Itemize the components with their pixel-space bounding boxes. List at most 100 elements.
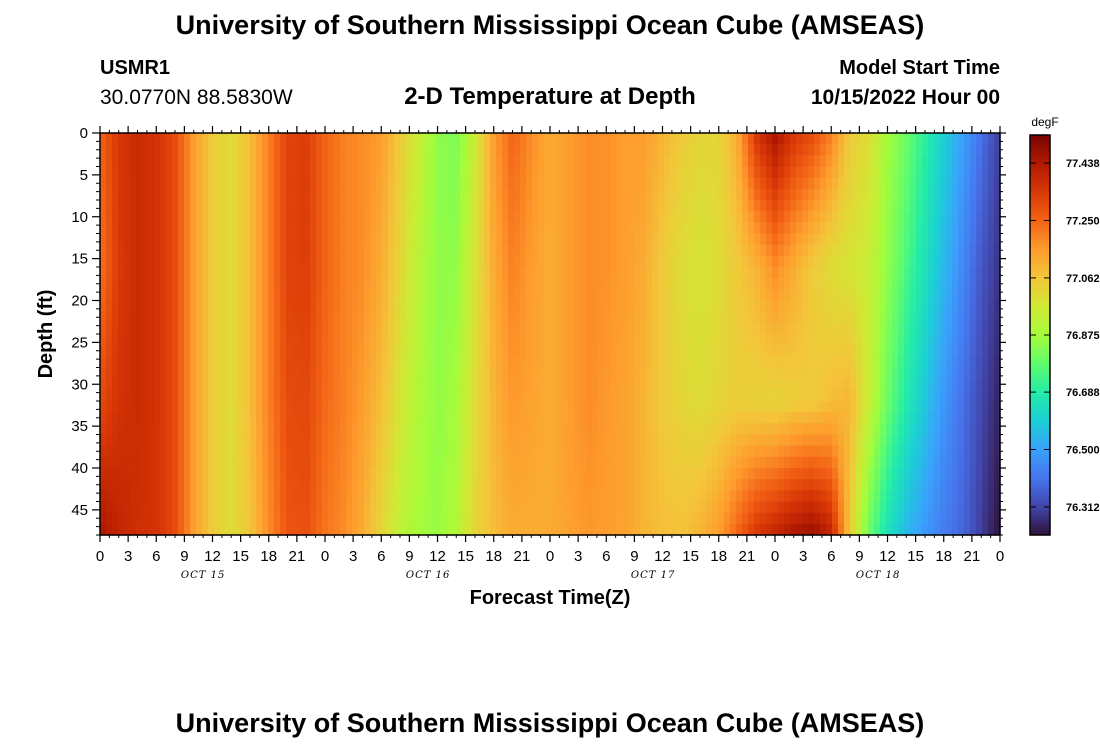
heatmap-cell bbox=[598, 445, 605, 458]
heatmap-cell bbox=[514, 267, 521, 279]
heatmap-cell bbox=[988, 434, 995, 447]
heatmap-cell bbox=[808, 423, 815, 436]
heatmap-cell bbox=[754, 300, 761, 313]
heatmap-cell bbox=[784, 334, 791, 346]
heatmap-cell bbox=[760, 479, 767, 491]
heatmap-cell bbox=[394, 468, 401, 480]
heatmap-cell bbox=[118, 166, 125, 179]
heatmap-cell bbox=[412, 468, 419, 480]
heatmap-cell bbox=[736, 356, 743, 369]
heatmap-cell bbox=[562, 345, 569, 357]
heatmap-cell bbox=[778, 456, 785, 469]
heatmap-cell bbox=[658, 244, 665, 257]
heatmap-cell bbox=[310, 456, 317, 469]
heatmap-cell bbox=[976, 155, 983, 168]
heatmap-cell bbox=[340, 356, 347, 369]
heatmap-cell bbox=[970, 479, 977, 491]
heatmap-cell bbox=[400, 378, 407, 391]
heatmap-cell bbox=[106, 133, 113, 145]
heatmap-cell bbox=[790, 479, 797, 491]
heatmap-cell bbox=[310, 311, 317, 324]
chart-subtitle: 2-D Temperature at Depth bbox=[404, 83, 696, 110]
heatmap-cell bbox=[436, 200, 443, 212]
heatmap-cell bbox=[970, 155, 977, 168]
heatmap-cell bbox=[934, 356, 941, 369]
heatmap-cell bbox=[670, 322, 677, 335]
heatmap-cell bbox=[520, 378, 527, 391]
heatmap-cell bbox=[604, 267, 611, 279]
heatmap-cell bbox=[652, 490, 659, 503]
heatmap-cell bbox=[400, 423, 407, 436]
heatmap-cell bbox=[382, 456, 389, 469]
heatmap-cell bbox=[412, 278, 419, 290]
heatmap-cell bbox=[478, 211, 485, 223]
heatmap-cell bbox=[976, 490, 983, 503]
heatmap-cell bbox=[586, 490, 593, 503]
heatmap-cell bbox=[550, 244, 557, 257]
heatmap-cell bbox=[496, 289, 503, 302]
heatmap-cell bbox=[790, 311, 797, 324]
heatmap-cell bbox=[160, 133, 167, 145]
heatmap-cell bbox=[550, 490, 557, 503]
heatmap-cell bbox=[388, 300, 395, 313]
heatmap-cell bbox=[910, 389, 917, 402]
heatmap-cell bbox=[946, 144, 953, 156]
heatmap-cell bbox=[424, 300, 431, 313]
heatmap-cell bbox=[886, 378, 893, 391]
heatmap-cell bbox=[370, 177, 377, 190]
heatmap-cell bbox=[124, 255, 131, 268]
heatmap-cell bbox=[196, 456, 203, 469]
heatmap-cell bbox=[430, 334, 437, 346]
heatmap-cell bbox=[616, 278, 623, 290]
heatmap-cell bbox=[376, 479, 383, 491]
heatmap-cell bbox=[952, 300, 959, 313]
heatmap-cell bbox=[514, 468, 521, 480]
heatmap-cell bbox=[316, 468, 323, 480]
heatmap-cell bbox=[562, 311, 569, 324]
heatmap-cell bbox=[214, 334, 221, 346]
heatmap-cell bbox=[352, 378, 359, 391]
heatmap-cell bbox=[190, 278, 197, 290]
heatmap-cell bbox=[742, 200, 749, 212]
heatmap-cell bbox=[190, 200, 197, 212]
heatmap-cell bbox=[712, 188, 719, 201]
heatmap-cell bbox=[448, 389, 455, 402]
heatmap-cell bbox=[268, 133, 275, 145]
heatmap-cell bbox=[964, 456, 971, 469]
heatmap-cell bbox=[322, 334, 329, 346]
heatmap-cell bbox=[928, 456, 935, 469]
heatmap-cell bbox=[118, 255, 125, 268]
heatmap-cell bbox=[202, 423, 209, 436]
heatmap-cell bbox=[382, 278, 389, 290]
heatmap-cell bbox=[286, 133, 293, 145]
heatmap-cell bbox=[118, 300, 125, 313]
heatmap-cell bbox=[802, 456, 809, 469]
heatmap-cell bbox=[502, 479, 509, 491]
heatmap-cell bbox=[286, 490, 293, 503]
heatmap-cell bbox=[670, 177, 677, 190]
heatmap-cell bbox=[820, 144, 827, 156]
heatmap-cell bbox=[490, 233, 497, 246]
heatmap-cell bbox=[184, 389, 191, 402]
heatmap-cell bbox=[916, 144, 923, 156]
heatmap-cell bbox=[154, 412, 161, 424]
heatmap-cell bbox=[238, 423, 245, 436]
heatmap-cell bbox=[514, 334, 521, 346]
heatmap-cell bbox=[346, 267, 353, 279]
heatmap-cell bbox=[676, 345, 683, 357]
heatmap-cell bbox=[262, 445, 269, 458]
heatmap-cell bbox=[130, 255, 137, 268]
heatmap-cell bbox=[778, 423, 785, 436]
heatmap-cell bbox=[142, 367, 149, 380]
heatmap-cell bbox=[892, 289, 899, 302]
heatmap-cell bbox=[928, 311, 935, 324]
heatmap-cell bbox=[364, 177, 371, 190]
heatmap-cell bbox=[334, 456, 341, 469]
heatmap-cell bbox=[532, 401, 539, 413]
heatmap-cell bbox=[526, 356, 533, 369]
heatmap-cell bbox=[616, 311, 623, 324]
heatmap-cell bbox=[244, 389, 251, 402]
heatmap-cell bbox=[340, 468, 347, 480]
heatmap-cell bbox=[808, 434, 815, 447]
heatmap-cell bbox=[904, 345, 911, 357]
